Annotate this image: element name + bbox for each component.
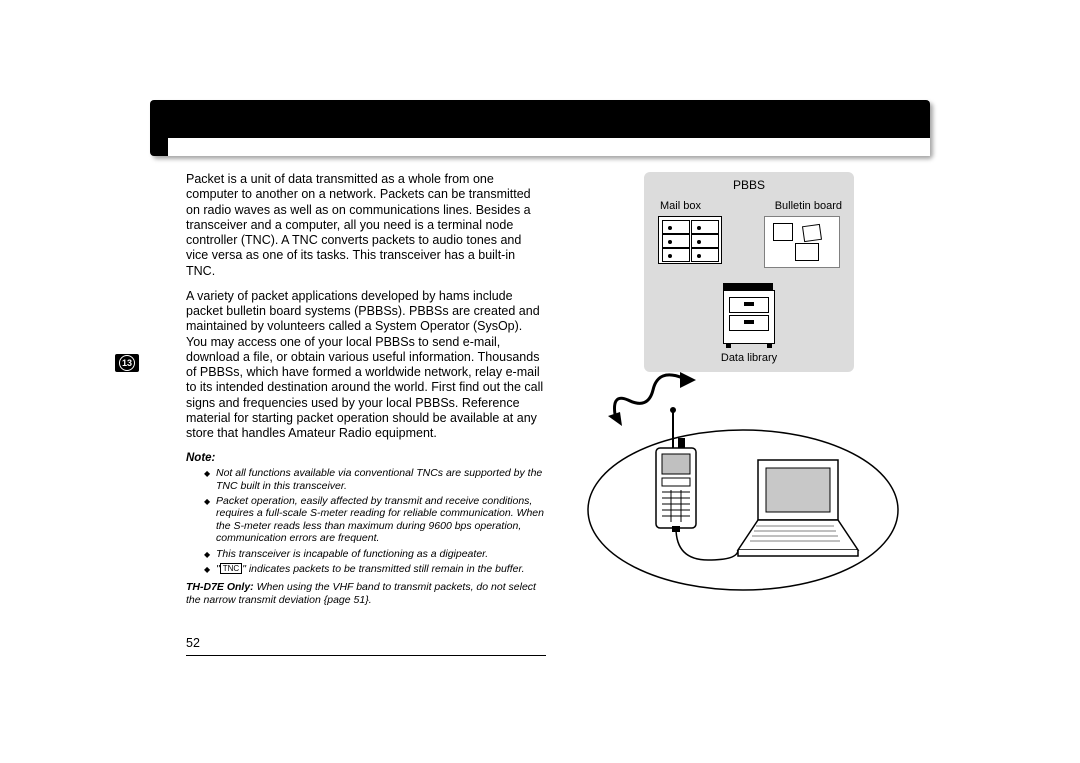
content-area: Packet is a unit of data transmitted as …	[186, 172, 896, 662]
pbbs-diagram: PBBS Mail box Bulletin board Data librar…	[644, 172, 854, 372]
laptop-icon	[738, 460, 858, 556]
pbbs-title: PBBS	[644, 178, 854, 192]
transceiver-icon	[656, 407, 696, 528]
note-item-text: " indicates packets to be transmitted st…	[242, 563, 524, 575]
mailbox-label: Mail box	[660, 200, 701, 212]
section-tab: 13	[115, 354, 139, 372]
title-bar: PACKET OPERATION	[150, 100, 930, 156]
paragraph-2: A variety of packet applications develop…	[186, 289, 546, 442]
data-library-icon	[723, 290, 775, 344]
page-frame: PACKET OPERATION 13 Packet is a unit of …	[150, 100, 930, 670]
page-title: PACKET OPERATION	[150, 140, 930, 157]
section-number: 13	[119, 355, 135, 371]
note-item: "TNC" indicates packets to be transmitte…	[204, 563, 546, 575]
footnote: TH-D7E Only: When using the VHF band to …	[186, 581, 546, 606]
note-list: Not all functions available via conventi…	[204, 467, 546, 575]
mailbox-icon	[658, 216, 722, 264]
tnc-indicator-icon: TNC	[220, 563, 242, 574]
left-column: Packet is a unit of data transmitted as …	[186, 172, 546, 656]
bulletin-board-icon	[764, 216, 840, 268]
right-column: PBBS Mail box Bulletin board Data librar…	[616, 172, 906, 372]
page-number: 52	[186, 636, 546, 651]
equipment-diagram	[578, 400, 908, 610]
note-item: Packet operation, easily affected by tra…	[204, 495, 546, 545]
paragraph-1: Packet is a unit of data transmitted as …	[186, 172, 546, 279]
datalib-label: Data library	[644, 352, 854, 364]
bulletin-label: Bulletin board	[775, 200, 842, 212]
footnote-bold: TH-D7E Only:	[186, 581, 254, 593]
note-label: Note:	[186, 451, 546, 465]
note-item: Not all functions available via conventi…	[204, 467, 546, 492]
footer-rule	[186, 655, 546, 656]
note-item: This transceiver is incapable of functio…	[204, 548, 546, 560]
cable-icon	[676, 528, 738, 560]
